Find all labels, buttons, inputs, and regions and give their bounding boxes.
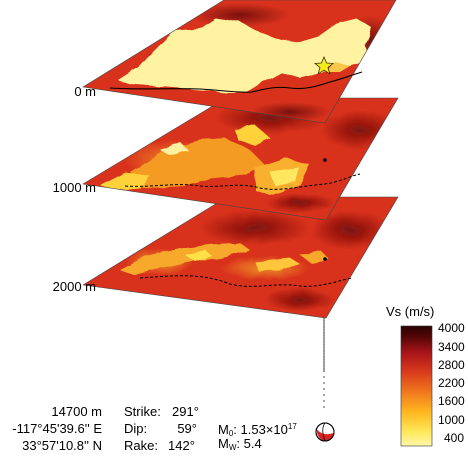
dip-value: 59°: [177, 421, 197, 436]
seismic-moment: M0: 1.53×1017: [218, 420, 297, 441]
slice-0m: [82, 0, 397, 124]
mw-symbol: M: [218, 436, 229, 451]
colorbar-tick: 3400: [438, 340, 465, 354]
m0-exponent: 17: [287, 422, 297, 431]
beachball-icon: [315, 422, 335, 442]
coastline-1000m: [124, 173, 361, 190]
hypocenter-projection-2000m: [323, 257, 327, 261]
colorbar-tick: 1600: [438, 394, 465, 408]
moment-magnitude: MW: 5.4: [218, 437, 262, 455]
hypocenter-projection-1000m: [323, 158, 327, 162]
coastline-2000m: [139, 275, 353, 287]
colorbar-tick: 4000: [438, 321, 465, 335]
colorbar-tick: 400: [444, 431, 465, 445]
mw-subscript: W: [228, 443, 237, 452]
dip-label: Dip:: [124, 421, 148, 436]
coastline-0m: [109, 71, 363, 93]
colorbar-gradient: [400, 325, 433, 447]
strike-value: 291°: [172, 404, 199, 419]
m0-value: : 1.53×10: [233, 422, 288, 437]
depth-label-2000m: 2000 m: [52, 279, 96, 294]
strike-label: Strike:: [124, 404, 161, 419]
slice-2000m: [82, 196, 399, 319]
rake-label: Rake:: [124, 438, 158, 453]
m0-symbol: M: [218, 422, 229, 437]
colorbar-tick: 1000: [438, 413, 465, 427]
epicenter-star-icon: [313, 55, 335, 75]
colorbar-tick: 2200: [438, 376, 465, 390]
colorbar-tick: 2800: [438, 358, 465, 372]
depth-label-1000m: 1000 m: [52, 180, 96, 195]
source-longitude: -117°45'39.6'' E: [12, 421, 102, 436]
mw-value: : 5.4: [236, 436, 262, 451]
m0-subscript: 0: [228, 429, 234, 438]
colorbar-title: Vs (m/s): [386, 304, 435, 319]
rake-value: 142°: [168, 438, 195, 453]
source-latitude: 33°57'10.8'' N: [22, 438, 102, 453]
depth-label-0m: 0 m: [74, 84, 96, 99]
source-depth: 14700 m: [51, 404, 102, 419]
